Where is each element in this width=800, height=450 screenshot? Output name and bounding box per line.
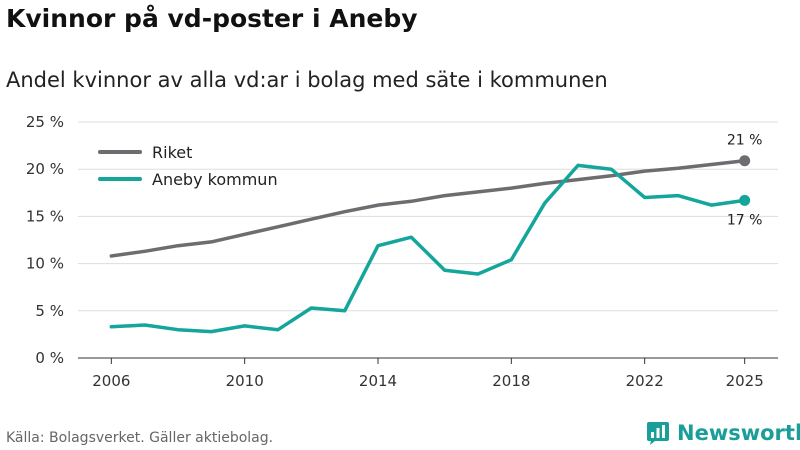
source-note: Källa: Bolagsverket. Gäller aktiebolag. [6, 430, 274, 446]
brand-name: Newsworthy [677, 421, 800, 445]
newsworthy-logo-icon [647, 422, 669, 445]
series-end-marker [739, 155, 751, 167]
x-tick-label: 2018 [492, 372, 530, 390]
chart-subtitle: Andel kvinnor av alla vd:ar i bolag med … [6, 68, 608, 92]
y-tick-label: 15 % [26, 207, 64, 225]
series-end-label: 21 % [727, 133, 763, 149]
series-line-riket [109, 158, 747, 258]
series-end-marker [739, 194, 751, 206]
series-end-label: 17 % [727, 212, 763, 228]
x-tick-label: 2022 [626, 372, 664, 390]
y-tick-label: 0 % [35, 349, 64, 367]
y-tick-label: 5 % [35, 302, 64, 320]
chart-title: Kvinnor på vd-poster i Aneby [6, 4, 418, 33]
y-tick-label: 10 % [26, 255, 64, 273]
legend-label: Aneby kommun [152, 170, 278, 189]
x-tick-label: 2025 [726, 372, 764, 390]
series-line-aneby-kommun [109, 163, 747, 334]
legend-label: Riket [152, 143, 192, 162]
y-tick-label: 25 % [26, 113, 64, 131]
y-tick-label: 20 % [26, 160, 64, 178]
x-tick-label: 2006 [92, 372, 130, 390]
brand-logo: Newsworthy [645, 420, 800, 446]
x-tick-label: 2014 [359, 372, 397, 390]
x-tick-label: 2010 [226, 372, 264, 390]
